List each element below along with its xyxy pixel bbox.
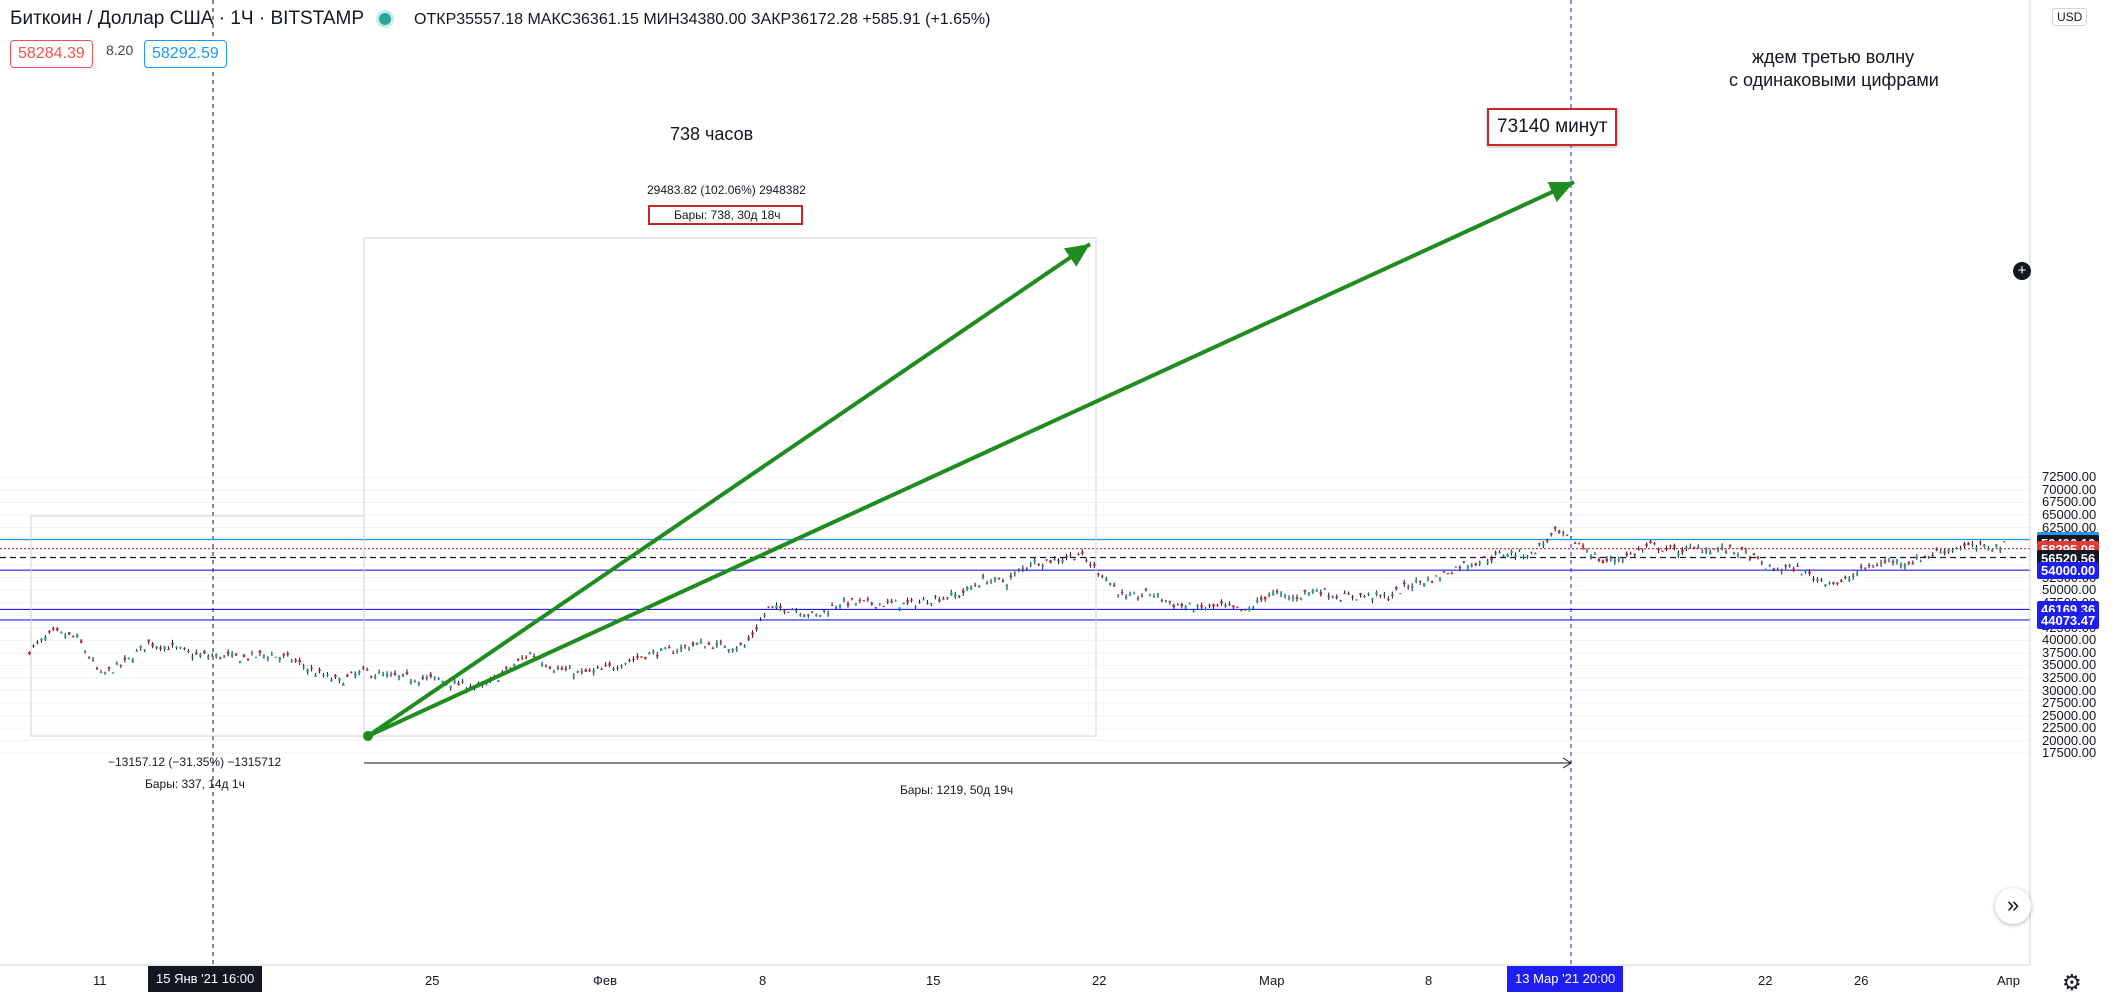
measure-bottom-bars: Бары: 1219, 50д 19ч bbox=[900, 783, 1014, 797]
measure-top-delta: 29483.82 (102.06%) 2948382 bbox=[647, 183, 806, 197]
time-tick: 26 bbox=[1854, 973, 1869, 988]
price-tick: 30000.00 bbox=[2042, 682, 2097, 698]
price-tick: 67500.00 bbox=[2042, 494, 2097, 510]
time-tick: 22 bbox=[1758, 973, 1773, 988]
price-tick: 20000.00 bbox=[2042, 732, 2097, 748]
price-tick: 22500.00 bbox=[2042, 720, 2097, 736]
scroll-to-realtime-icon[interactable]: » bbox=[1995, 888, 2031, 924]
price-tick: 35000.00 bbox=[2042, 657, 2097, 673]
minutes-annotation[interactable]: 73140 минут bbox=[1487, 108, 1618, 146]
ohlc-readout: ОТКР35557.18 МАКС36361.15 МИН34380.00 ЗА… bbox=[414, 11, 991, 28]
trend-arrows bbox=[363, 180, 1575, 741]
price-tick: 27500.00 bbox=[2042, 695, 2097, 711]
spread-value: 8.20 bbox=[106, 42, 134, 58]
time-tick: 8 bbox=[759, 973, 767, 988]
price-tick: 62500.00 bbox=[2042, 519, 2097, 535]
trend-arrow bbox=[367, 180, 1575, 738]
price-tick: 70000.00 bbox=[2042, 481, 2097, 497]
price-tick: 25000.00 bbox=[2042, 707, 2097, 723]
time-tick: 15 bbox=[926, 973, 941, 988]
price-tick: 17500.00 bbox=[2042, 745, 2097, 761]
horizontal-levels bbox=[0, 538, 2030, 621]
symbol-title[interactable]: Биткоин / Доллар США · 1Ч · BITSTAMP bbox=[10, 8, 365, 29]
price-level-tag: 44073.47 bbox=[2037, 611, 2100, 629]
wave-note-line1[interactable]: ждем третью волну bbox=[1752, 47, 1915, 67]
measure-left-bars: Бары: 337, 14д 1ч bbox=[145, 777, 245, 791]
price-tick: 50000.00 bbox=[2042, 582, 2097, 598]
time-tick: 8 bbox=[1425, 973, 1433, 988]
time-tick: 25 bbox=[425, 973, 440, 988]
crosshair-time-left: 15 Янв '21 16:00 bbox=[148, 966, 263, 992]
time-tick: Мар bbox=[1259, 973, 1285, 988]
price-tick: 40000.00 bbox=[2042, 632, 2097, 648]
price-series bbox=[28, 526, 2006, 694]
measure-left-delta: −13157.12 (−31.35%) −1315712 bbox=[108, 755, 282, 769]
symbol-header[interactable]: Биткоин / Доллар США · 1Ч · BITSTAMP ОТКР… bbox=[10, 8, 990, 30]
measure-boxes bbox=[30, 237, 1572, 769]
chart-grid bbox=[0, 0, 2030, 965]
crosshair-time-right: 13 Мар '21 20:00 bbox=[1507, 966, 1624, 992]
price-tick: 65000.00 bbox=[2042, 507, 2097, 522]
hours-annotation[interactable]: 738 часов bbox=[670, 124, 754, 144]
market-status-icon bbox=[376, 9, 395, 28]
time-tick: 22 bbox=[1092, 973, 1107, 988]
measure-top-bars: Бары: 738, 30д 18ч bbox=[648, 205, 803, 225]
time-tick: Апр bbox=[1997, 973, 2020, 988]
wave-note-line2[interactable]: с одинаковыми цифрами bbox=[1729, 70, 1939, 90]
price-tick: 72500.00 bbox=[2042, 469, 2097, 485]
add-alert-icon[interactable]: + bbox=[2013, 262, 2031, 280]
buy-price-button[interactable]: 58292.59 bbox=[144, 40, 227, 68]
price-tick: 37500.00 bbox=[2042, 644, 2097, 660]
currency-label[interactable]: USD bbox=[2052, 8, 2088, 26]
gear-icon[interactable]: ⚙ bbox=[2062, 970, 2082, 995]
price-level-tag: 54000.00 bbox=[2037, 562, 2100, 580]
time-tick: Фев bbox=[593, 973, 618, 988]
sell-price-button[interactable]: 58284.39 bbox=[10, 40, 93, 68]
price-tick: 32500.00 bbox=[2042, 669, 2097, 685]
trend-arrow bbox=[366, 242, 1092, 738]
time-tick: 11 bbox=[93, 973, 107, 988]
